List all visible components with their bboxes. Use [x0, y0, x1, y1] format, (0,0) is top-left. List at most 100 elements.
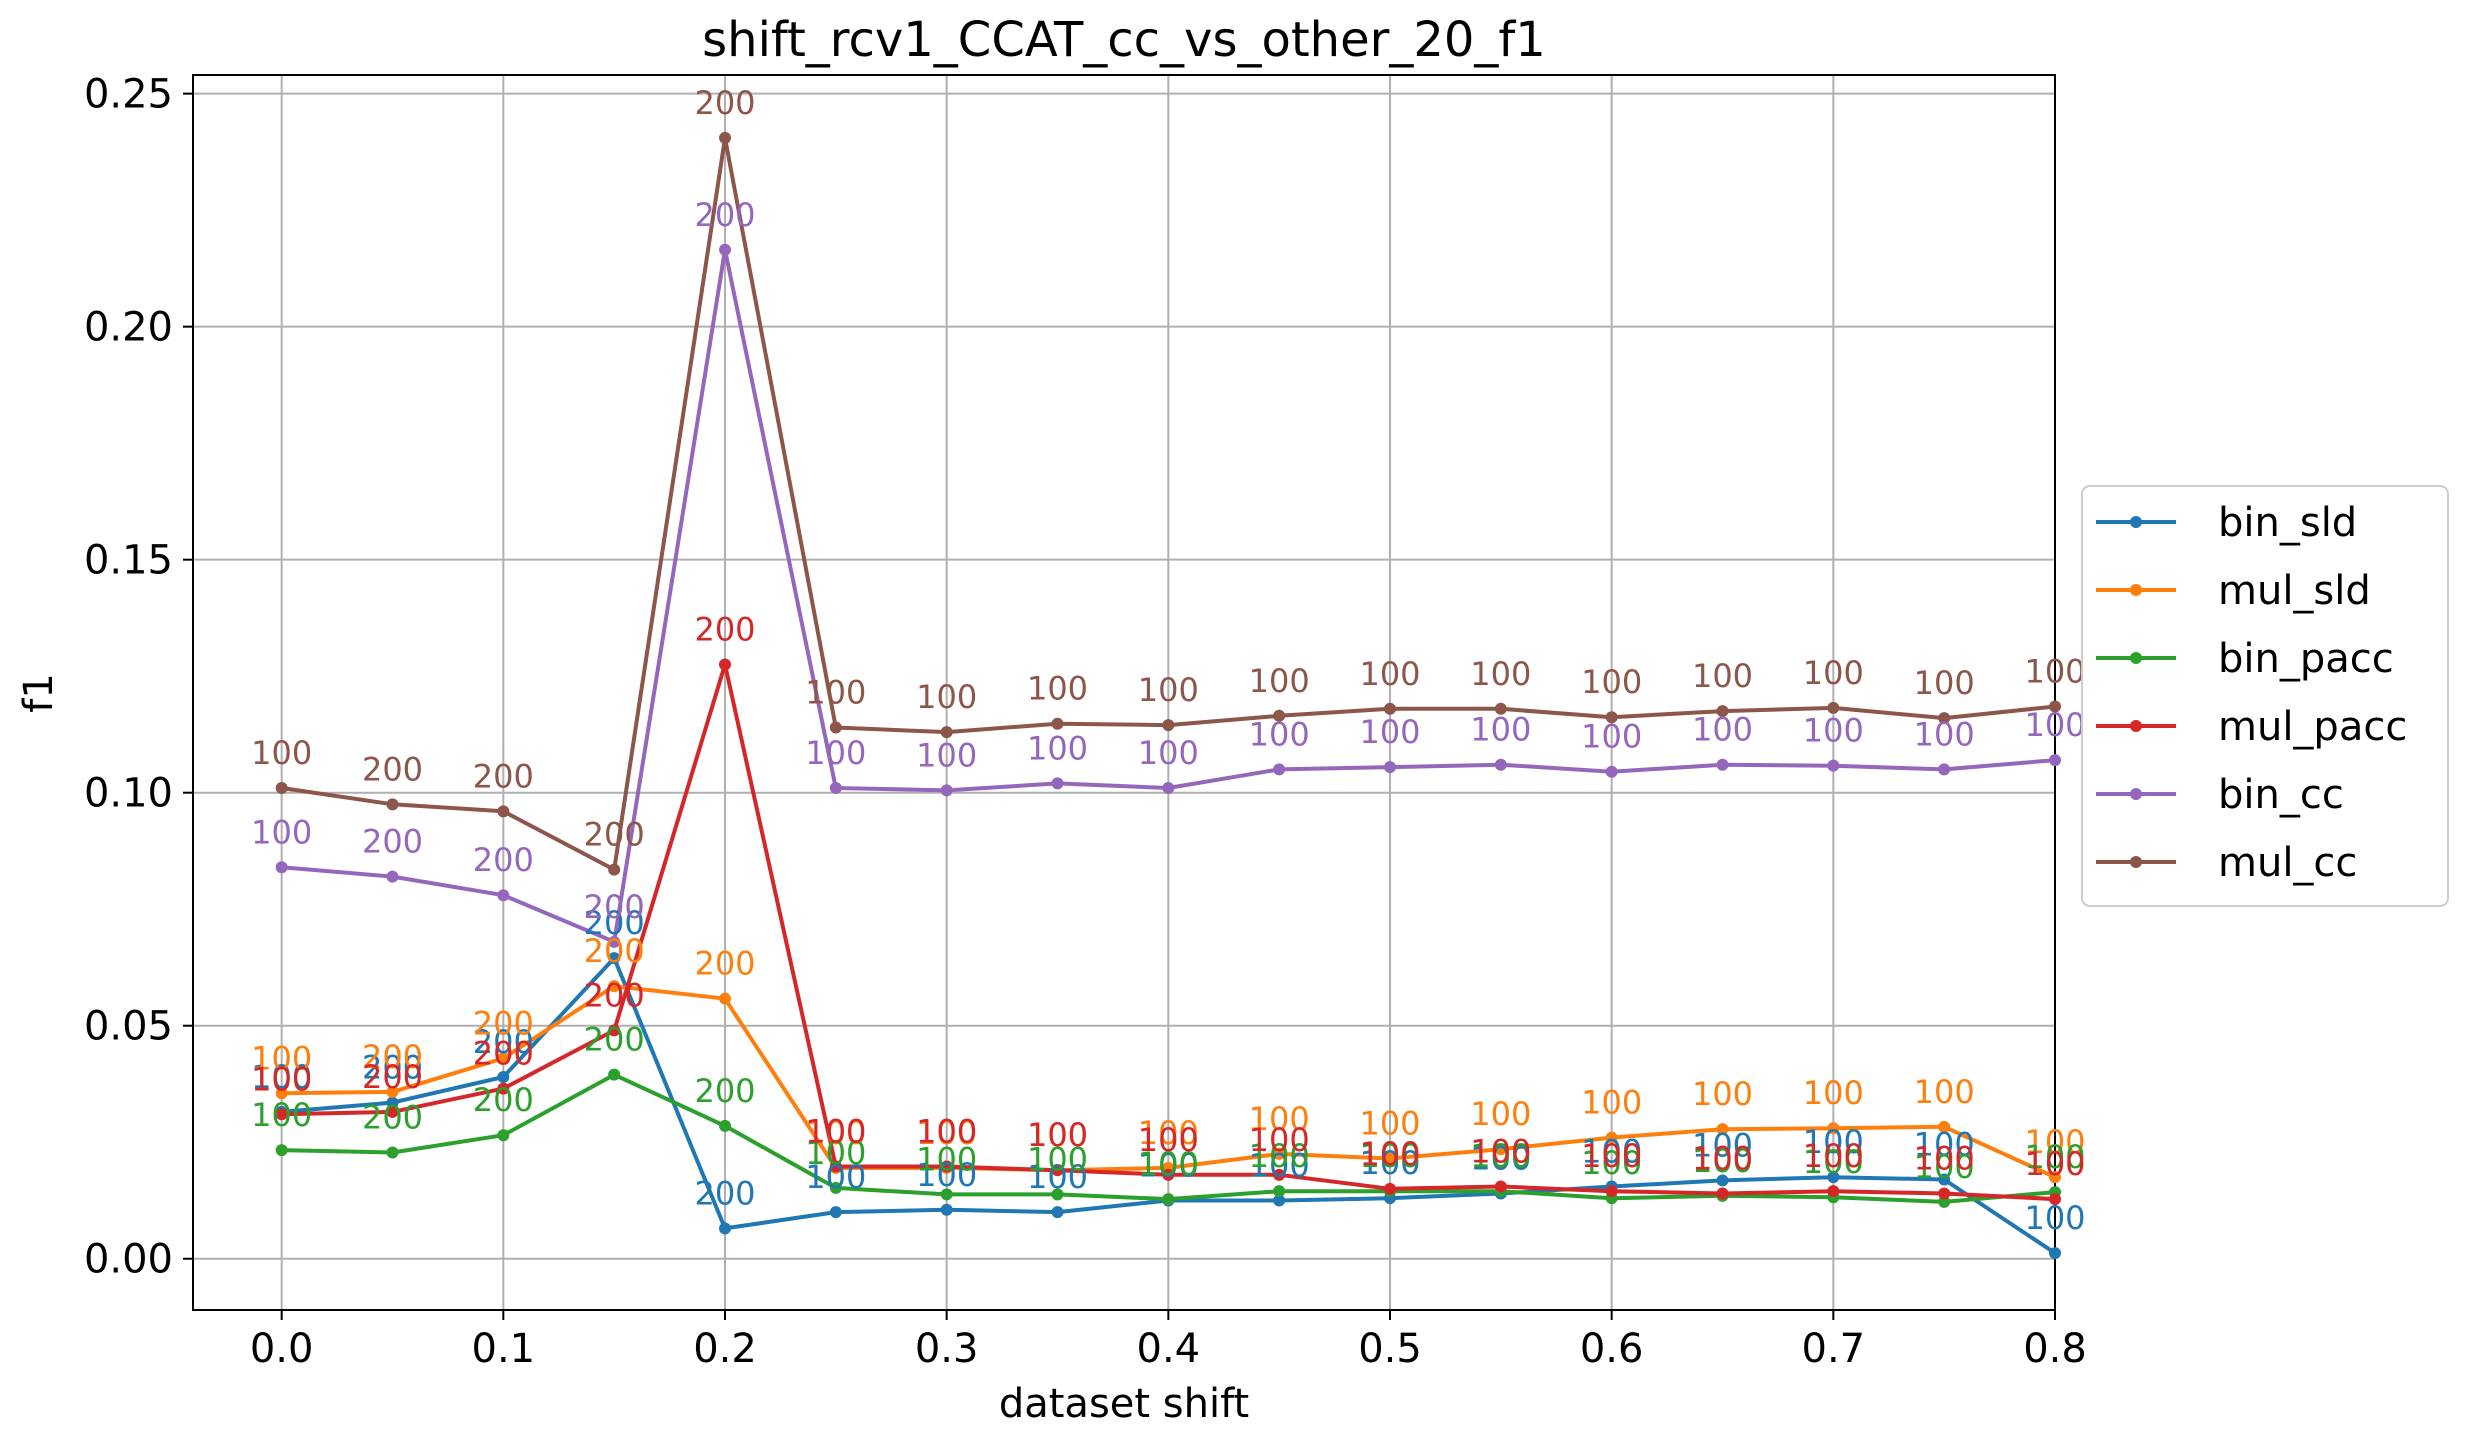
data-point [1716, 1123, 1729, 1136]
data-point [1938, 1120, 1951, 1133]
data-point [2049, 1193, 2061, 1206]
data-point [1273, 1168, 1286, 1181]
data-point [1605, 711, 1618, 724]
legend-swatch-marker [2130, 788, 2142, 800]
data-label: 200 [694, 945, 755, 983]
data-label: 100 [2024, 652, 2085, 690]
data-label: 100 [805, 673, 866, 711]
data-label: 200 [584, 932, 645, 970]
data-label: 100 [1249, 662, 1310, 700]
data-label: 100 [2024, 1199, 2085, 1237]
legend-label: mul_pacc [2218, 704, 2407, 750]
data-point [497, 1129, 510, 1142]
data-label: 100 [1027, 1116, 1088, 1154]
data-label: 100 [251, 1039, 312, 1077]
data-point [2049, 1247, 2061, 1260]
data-label: 200 [473, 1023, 534, 1061]
data-label: 100 [1359, 655, 1420, 693]
data-label: 100 [251, 1096, 312, 1134]
legend-swatch-marker [2130, 584, 2142, 596]
data-point [386, 798, 399, 811]
data-point [829, 782, 842, 795]
x-tick-label: 0.4 [1137, 1326, 1201, 1372]
data-label: 100 [251, 1060, 312, 1098]
data-label: 200 [584, 1021, 645, 1059]
data-point [829, 1181, 842, 1194]
data-label: 100 [1249, 1121, 1310, 1159]
data-label: 100 [805, 1158, 866, 1196]
data-point [1716, 1174, 1729, 1187]
data-point [1827, 701, 1840, 714]
legend-label: mul_sld [2218, 568, 2371, 614]
data-label: 100 [1803, 1137, 1864, 1175]
data-point [1273, 709, 1286, 722]
data-label: 100 [1914, 1126, 1975, 1164]
data-label: 200 [694, 611, 755, 649]
data-label: 100 [1803, 1143, 1864, 1181]
data-point [497, 1070, 510, 1083]
legend-item-mul_sld: mul_sld [2096, 568, 2371, 614]
data-point [1162, 1168, 1175, 1181]
data-label: 100 [251, 1058, 312, 1096]
data-label: 100 [1470, 655, 1531, 693]
data-label: 200 [362, 1058, 423, 1096]
data-point [497, 1082, 510, 1095]
data-label: 100 [1581, 1137, 1642, 1175]
data-label: 100 [1359, 1137, 1420, 1175]
series-bin_cc [275, 243, 2061, 948]
data-label: 100 [1803, 1123, 1864, 1161]
data-point [497, 889, 510, 902]
data-point [1827, 1185, 1840, 1198]
data-point [608, 935, 621, 948]
data-label: 100 [1581, 718, 1642, 756]
data-label: 100 [1027, 670, 1088, 708]
legend-item-bin_sld: bin_sld [2096, 500, 2357, 546]
data-point [608, 980, 621, 993]
data-point [1605, 1131, 1618, 1144]
data-label: 100 [1581, 1144, 1642, 1182]
data-point [386, 1085, 399, 1098]
data-point [1384, 702, 1396, 715]
data-label: 100 [1249, 1146, 1310, 1184]
data-label: 200 [694, 196, 755, 234]
series-mul_pacc [275, 658, 2061, 1206]
data-label: 100 [2024, 1123, 2085, 1161]
data-label: 100 [1027, 1158, 1088, 1196]
y-tick-label: 0.05 [84, 1004, 173, 1050]
data-label: 100 [1359, 1105, 1420, 1143]
data-label: 100 [1914, 715, 1975, 753]
y-tick-label: 0.00 [84, 1237, 173, 1283]
data-label: 100 [916, 1140, 977, 1178]
data-label: 100 [1027, 1116, 1088, 1154]
data-label: 200 [362, 750, 423, 788]
data-label: 100 [805, 1134, 866, 1172]
data-point [608, 1024, 621, 1037]
legend-swatch-marker [2130, 652, 2142, 664]
data-point [1273, 1194, 1286, 1207]
data-label: 200 [362, 823, 423, 861]
legend-item-bin_pacc: bin_pacc [2096, 636, 2394, 682]
data-label: 100 [2024, 1138, 2085, 1176]
data-point [608, 1068, 621, 1081]
data-label: 100 [1692, 1142, 1753, 1180]
series-lines [275, 131, 2061, 1260]
data-label: 100 [916, 736, 977, 774]
data-point [1273, 1185, 1286, 1198]
data-point [2049, 1171, 2061, 1184]
data-point [497, 805, 510, 818]
data-label: 200 [362, 1038, 423, 1076]
data-point [1938, 712, 1951, 725]
legend-item-mul_pacc: mul_pacc [2096, 704, 2407, 750]
data-point [1938, 763, 1951, 776]
data-point [2049, 754, 2061, 767]
x-tick-label: 0.8 [2023, 1326, 2087, 1372]
data-label: 200 [584, 888, 645, 926]
data-label: 100 [1692, 1126, 1753, 1164]
data-point [386, 1096, 399, 1109]
data-point [1938, 1173, 1951, 1186]
data-label: 100 [805, 1114, 866, 1152]
data-label: 200 [473, 1035, 534, 1073]
data-label: 100 [1249, 1100, 1310, 1138]
data-point [386, 870, 399, 883]
data-point [829, 1206, 842, 1219]
